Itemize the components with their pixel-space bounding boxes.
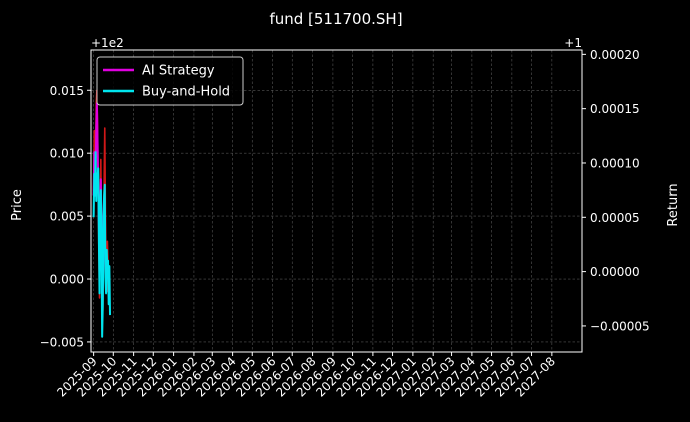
y-tick-label-left: 0.005 [50,210,84,224]
y-tick-label-right: 0.00020 [590,48,640,62]
chart-title: fund [511700.SH] [269,10,402,28]
y-axis-label-right: Return [666,183,681,226]
y-tick-label-right: 0.00010 [590,156,640,170]
y-axis-label-left: Price [10,189,25,221]
y-tick-label-left: −0.005 [40,335,84,349]
plot-frame [90,49,583,353]
y-tick-label-left: 0.010 [50,147,84,161]
y-tick-label-right: 0.00015 [590,102,640,116]
series-layer [92,89,112,338]
y-tick-label-left: 0.000 [50,273,84,287]
legend-label-ai-strategy: AI Strategy [142,64,215,79]
y-tick-label-right: 0.00005 [590,211,640,225]
series-line-buy-and-hold [92,151,112,338]
y-tick-label-left: 0.015 [50,84,84,98]
left-axis-offset: +1e2 [91,36,124,50]
legend: AI Strategy Buy-and-Hold [96,56,244,106]
right-axis-offset: +1 [564,36,582,50]
y-tick-label-right: −0.00005 [590,319,650,333]
y-tick-label-right: 0.00000 [590,265,640,279]
legend-label-buy-and-hold: Buy-and-Hold [142,85,230,100]
